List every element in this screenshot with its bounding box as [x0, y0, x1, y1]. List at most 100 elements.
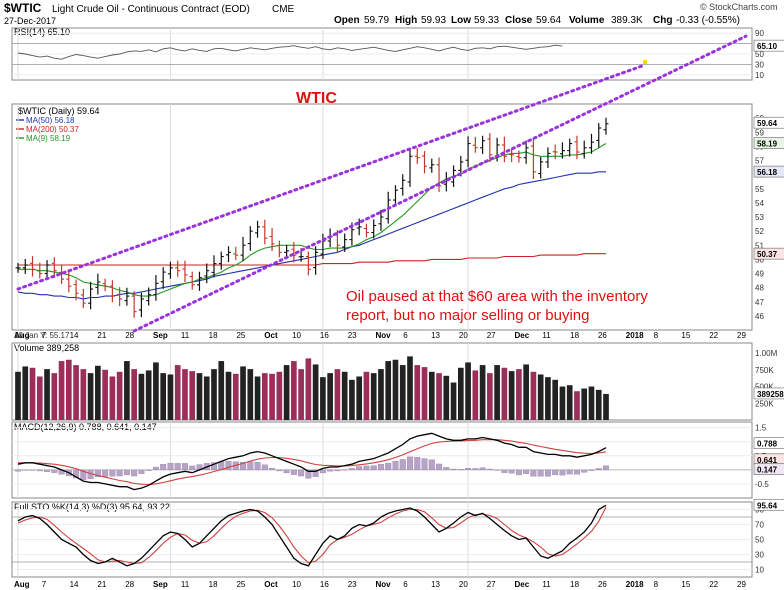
volume-bar: [44, 369, 50, 420]
macd-histogram-bar: [152, 466, 159, 471]
volume-bar: [283, 365, 290, 420]
quote-strip: Open 59.79 High 59.93 Low 59.33 Close 59…: [334, 15, 740, 26]
x-axis-label-upper: 20: [459, 331, 468, 340]
macd-histogram-bar: [428, 459, 435, 471]
open-value: 59.79: [364, 15, 389, 26]
macd-tick-label: -0.5: [755, 480, 769, 489]
x-axis-label-lower: 20: [459, 580, 468, 589]
chg-value: -0.33 (-0.55%): [676, 15, 740, 26]
close-value: 59.64: [536, 15, 561, 26]
x-axis-label-upper: Sep: [153, 331, 168, 340]
x-axis-label-upper: 11: [542, 331, 551, 340]
legend-entry: MA(50) 56.18: [26, 116, 75, 125]
rsi-tick-label: 10: [755, 71, 764, 80]
volume-bar: [102, 369, 108, 420]
macd-tick-label: 1.5: [755, 424, 767, 433]
channel-end-marker: [643, 60, 647, 64]
macd-histogram-bar: [261, 464, 268, 471]
macd-histogram-bar: [486, 468, 493, 471]
macd-histogram-bar: [247, 461, 254, 471]
macd-histogram-bar: [465, 468, 472, 471]
volume-bar: [545, 377, 551, 420]
volume-bar: [508, 371, 515, 420]
macd-histogram-bar: [15, 469, 21, 472]
macd-histogram-bar: [131, 469, 138, 477]
sto-tick-label: 10: [755, 566, 764, 575]
macd-histogram-bar: [312, 469, 319, 477]
macd-histogram-bar: [327, 469, 334, 472]
volume-bar: [385, 361, 392, 420]
macd-histogram-bar: [348, 468, 355, 471]
volume-bar: [312, 364, 319, 420]
ma200-tag: 50.37: [757, 250, 778, 259]
x-axis-label-lower: 7: [42, 580, 47, 589]
macd-histogram-bar: [334, 469, 341, 472]
macd-histogram-bar: [530, 469, 537, 477]
macd-histogram-bar: [276, 469, 283, 472]
volume-bar: [36, 376, 43, 420]
volume-bar: [421, 367, 428, 420]
macd-histogram-bar: [160, 464, 167, 471]
x-axis-label-lower: 16: [320, 580, 329, 589]
x-axis-label-lower: Dec: [515, 580, 530, 589]
volume-bar: [218, 361, 225, 420]
macd-histogram-bar: [501, 469, 508, 473]
volume-bar: [196, 373, 203, 420]
volume-tick-label: 500K: [755, 383, 774, 392]
wtic-annotation: WTIC: [296, 90, 337, 107]
price-tick-label: 59: [755, 128, 764, 137]
volume-bar: [203, 376, 210, 420]
x-axis-label-upper: 25: [236, 331, 245, 340]
volume-bar: [574, 391, 580, 420]
macd-histogram-bar: [138, 469, 145, 474]
volume-bar: [603, 393, 609, 420]
x-axis-label-upper: Dec: [515, 331, 530, 340]
macd-histogram-bar: [109, 469, 116, 477]
macd-histogram-bar: [559, 469, 566, 476]
volume-bar: [73, 365, 79, 420]
volume-bar: [363, 371, 370, 420]
x-axis-label-lower: 21: [97, 580, 106, 589]
rsi-tick-label: 30: [755, 60, 764, 69]
x-axis-label-upper: Nov: [376, 331, 392, 340]
macd-line: [17, 432, 607, 491]
x-axis-label-upper: 21: [97, 331, 106, 340]
legend-entry: MA(200) 50.37: [26, 125, 79, 134]
channel-lower-line: [132, 34, 748, 333]
volume-bar: [559, 386, 566, 420]
macd-histogram-bar: [51, 469, 58, 473]
plot-layer: 907050301065.106059585756555453525150494…: [12, 28, 784, 589]
macd-histogram-bar: [181, 463, 188, 471]
macd-histogram-bar: [399, 459, 406, 471]
rsi-tick-label: 90: [755, 29, 764, 38]
sto-tick-label: 50: [755, 536, 764, 545]
volume-bar: [167, 374, 174, 420]
macd-histogram-bar: [392, 460, 399, 471]
volume-bar: [276, 371, 283, 420]
x-axis-label-lower: Nov: [376, 580, 392, 589]
volume-bar: [58, 361, 65, 420]
macd-histogram-bar: [573, 469, 580, 475]
volume-bar: [131, 369, 137, 420]
low-label: Low: [451, 15, 471, 26]
instrument-name: Light Crude Oil - Continuous Contract (E…: [52, 4, 250, 15]
volume-bar: [51, 373, 58, 420]
sto-value-tag: 95.64: [757, 501, 778, 510]
x-axis-label-upper: 7: [42, 331, 47, 340]
sto-k-line: [17, 504, 607, 567]
volume-bar: [254, 376, 261, 420]
macd-histogram-bar: [472, 468, 479, 471]
macd-histogram-bar: [603, 465, 609, 471]
x-axis-label-lower: 25: [236, 580, 245, 589]
volume-bar: [414, 365, 421, 420]
volume-bar: [566, 385, 573, 420]
volume-bar: [450, 382, 457, 420]
x-axis-label-upper: 29: [737, 331, 746, 340]
ma50-tag-box: [753, 165, 784, 178]
high-value: 59.93: [421, 15, 446, 26]
x-axis-label-lower: 26: [598, 580, 607, 589]
low-value: 59.33: [474, 15, 499, 26]
volume-panel-label: Volume 389,258: [14, 343, 79, 353]
macd-histogram-bar: [588, 469, 595, 471]
ma50-tag: 56.18: [757, 168, 778, 177]
